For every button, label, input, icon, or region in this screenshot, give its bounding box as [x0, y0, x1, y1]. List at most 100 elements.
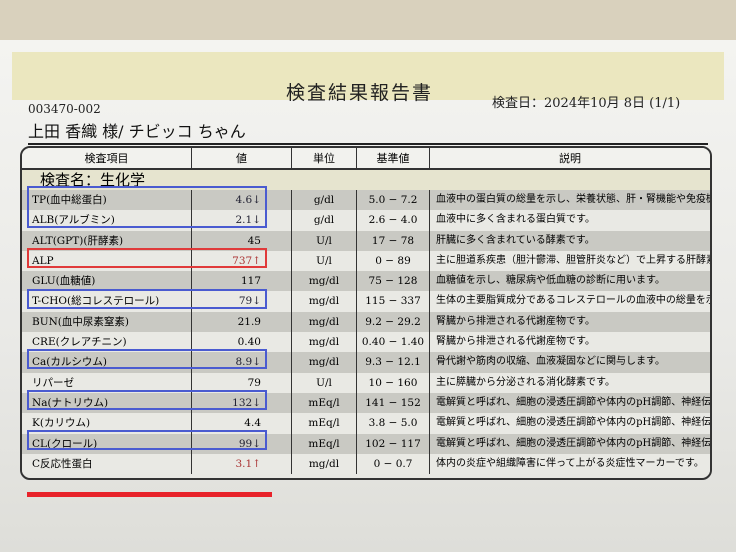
item-value: 2.1↓	[192, 210, 292, 231]
item-reference: 2.6 − 4.0	[357, 210, 430, 231]
table-row: BUN(血中尿素窒素) 21.9 mg/dl 9.2 − 29.2 腎臓から排泄される代…	[22, 311, 710, 333]
item-description: 血液中の蛋白質の総量を示し、栄養状態、肝・腎機能や免疫機能の指標となります。	[436, 194, 710, 205]
report-title: 検査結果報告書	[286, 82, 434, 104]
item-reference: 102 − 117	[357, 433, 430, 454]
item-reference: 75 − 128	[357, 271, 430, 292]
header-item: 検査項目	[22, 148, 192, 168]
item-description: 血液中に多く含まれる蛋白質です。	[436, 214, 595, 226]
highlight-ca	[27, 349, 267, 369]
header-band	[12, 52, 724, 100]
item-description: 主に胆道系疾患（胆汁鬱滞、胆管肝炎など）で上昇する肝酵素です。	[436, 254, 710, 266]
item-unit: mEq/l	[292, 392, 357, 414]
highlight-tcho	[27, 289, 267, 309]
exam-date: 検査日：2024年10月 8日 (1/1)	[492, 96, 681, 111]
item-name: CRE(クレアチニン)	[22, 332, 192, 353]
item-reference: 5.0 − 7.2	[357, 190, 430, 211]
item-value: 132↓	[192, 392, 292, 414]
table-header: 検査項目 値 単位 基準値 説明	[22, 148, 710, 170]
item-reference: 115 − 337	[357, 291, 430, 312]
item-unit: mg/dl	[292, 332, 357, 353]
crp-underline	[27, 492, 272, 497]
item-unit: mg/dl	[292, 311, 357, 333]
highlight-tp-alb	[27, 186, 267, 228]
header-ref: 基準値	[357, 148, 430, 168]
item-name: T-CHO(総コレステロール)	[22, 291, 192, 312]
item-unit: mg/dl	[292, 271, 357, 292]
results-table: 検査項目 値 単位 基準値 説明 検査名：生化学 TP(血中総蛋白) 4.6↓ g/…	[20, 146, 712, 480]
item-value: 737↑	[192, 250, 292, 272]
item-description: 腎臓から排泄される代謝産物です。	[436, 315, 595, 327]
item-reference: 9.2 − 29.2	[357, 311, 430, 333]
highlight-alp	[27, 248, 267, 268]
highlight-na	[27, 390, 267, 410]
item-reference: 0 − 89	[357, 250, 430, 272]
header-desc: 説明	[559, 152, 581, 165]
item-name: CL(クロール)	[22, 433, 192, 454]
item-name: ALP	[22, 250, 192, 272]
item-value: 79	[192, 372, 292, 393]
item-name: TP(血中総蛋白)	[22, 190, 192, 211]
table-row: CRE(クレアチニン) 0.40 mg/dl 0.40 − 1.40 腎臓から排泄される…	[22, 332, 710, 353]
patient-name: 上田 香織 様/ チビッコ ちゃん	[28, 118, 708, 145]
highlight-cl	[27, 430, 267, 450]
item-value: 8.9↓	[192, 352, 292, 373]
table-row: T-CHO(総コレステロール) 79↓ mg/dl 115 − 337 生体の主要脂質成…	[22, 291, 710, 312]
item-reference: 9.3 − 12.1	[357, 352, 430, 373]
item-reference: 0.40 − 1.40	[357, 332, 430, 353]
item-name: GLU(血糖値)	[22, 271, 192, 292]
item-reference: 0 − 0.7	[357, 453, 430, 475]
item-reference: 141 − 152	[357, 392, 430, 414]
item-unit: g/dl	[292, 210, 357, 231]
item-value: 117	[192, 271, 292, 292]
table-row: GLU(血糖値) 117 mg/dl 75 − 128 血糖値を示し、糖尿病や低血糖の診…	[22, 271, 710, 292]
item-description: 骨代謝や筋肉の収縮、血液凝固などに関与します。	[436, 356, 665, 368]
item-reference: 3.8 − 5.0	[357, 413, 430, 434]
item-name: ALB(アルブミン)	[22, 210, 192, 231]
item-value: 79↓	[192, 291, 292, 312]
item-name: Ca(カルシウム)	[22, 352, 192, 373]
table-row: TP(血中総蛋白) 4.6↓ g/dl 5.0 − 7.2 血液中の蛋白質の総量を示し、…	[22, 190, 710, 211]
item-value: 4.6↓	[192, 190, 292, 211]
item-name: ALT(GPT)(肝酵素)	[22, 230, 192, 251]
table-row: ALT(GPT)(肝酵素) 45 U/l 17 − 78 肝臓に多く含まれている酵素です…	[22, 230, 710, 251]
item-description: 電解質と呼ばれ、細胞の浸透圧調節や体内のpH調節、神経伝達など重要な機能を担って…	[436, 396, 710, 408]
item-unit: U/l	[292, 230, 357, 251]
item-unit: mEq/l	[292, 433, 357, 454]
item-value: 4.4	[192, 413, 292, 434]
item-name: C反応性蛋白	[22, 453, 192, 475]
header-value: 値	[192, 148, 292, 168]
item-description: 体内の炎症や組織障害に伴って上がる炎症性マーカーです。	[436, 457, 704, 469]
item-unit: mg/dl	[292, 453, 357, 475]
item-unit: mEq/l	[292, 413, 357, 434]
item-name: K(カリウム)	[22, 413, 192, 434]
item-name: BUN(血中尿素窒素)	[22, 311, 192, 333]
item-unit: mg/dl	[292, 291, 357, 312]
item-name: リパーゼ	[22, 372, 192, 393]
item-reference: 17 − 78	[357, 230, 430, 251]
item-description: 血糖値を示し、糖尿病や低血糖の診断に用います。	[436, 275, 665, 287]
item-value: 99↓	[192, 433, 292, 454]
item-description: 主に膵臓から分泌される消化酵素です。	[436, 376, 615, 388]
item-value: 45	[192, 230, 292, 251]
item-name: Na(ナトリウム)	[22, 392, 192, 414]
table-row: ALB(アルブミン) 2.1↓ g/dl 2.6 − 4.0 血液中に多く含まれる蛋白質…	[22, 210, 710, 231]
item-description: 生体の主要脂質成分であるコレステロールの血液中の総量を示します。	[436, 295, 710, 307]
item-value: 21.9	[192, 311, 292, 333]
header-unit: 単位	[292, 148, 357, 168]
item-unit: U/l	[292, 250, 357, 272]
item-description: 電解質と呼ばれ、細胞の浸透圧調節や体内のpH調節、神経伝達など重要な機能を担って…	[436, 417, 710, 429]
item-description: 電解質と呼ばれ、細胞の浸透圧調節や体内のpH調節、神経伝達など重要な機能を担って…	[436, 437, 710, 449]
item-description: 肝臓に多く含まれている酵素です。	[436, 234, 595, 246]
item-reference: 10 − 160	[357, 372, 430, 393]
item-value: 3.1↑	[192, 453, 292, 475]
table-row: K(カリウム) 4.4 mEq/l 3.8 − 5.0 電解質と呼ばれ、細胞の浸透圧調節…	[22, 413, 710, 434]
document-id: 003470-002	[28, 102, 101, 116]
item-unit: mg/dl	[292, 352, 357, 373]
item-value: 0.40	[192, 332, 292, 353]
item-unit: g/dl	[292, 190, 357, 211]
section-title: 検査名：生化学	[22, 170, 710, 190]
item-description: 腎臓から排泄される代謝産物です。	[436, 336, 595, 348]
item-unit: U/l	[292, 372, 357, 393]
table-row: C反応性蛋白 3.1↑ mg/dl 0 − 0.7 体内の炎症や組織障害に伴って上がる炎…	[22, 453, 710, 475]
table-row: リパーゼ 79 U/l 10 − 160 主に膵臓から分泌される消化酵素です。	[22, 372, 710, 393]
